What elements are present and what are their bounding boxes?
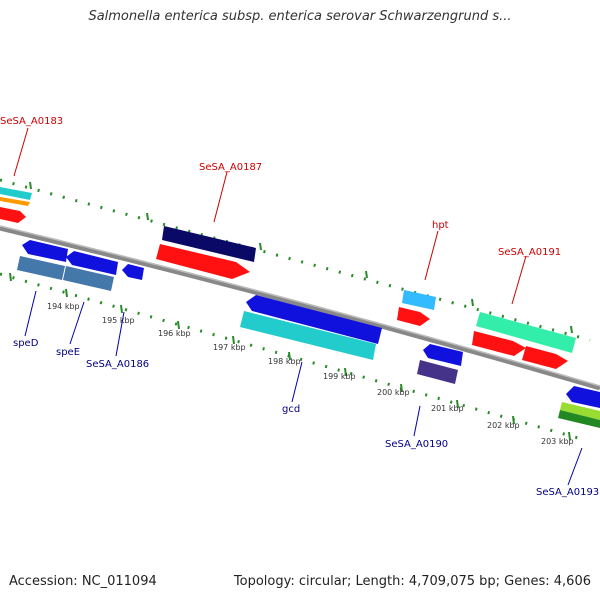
tick-label: 195 kbp bbox=[102, 316, 135, 325]
tick-label: 194 kbp bbox=[47, 302, 80, 311]
gene-cyan-gcd[interactable] bbox=[240, 311, 376, 360]
tick-label: 199 kbp bbox=[323, 372, 356, 381]
gene-label-sesa-a0193: SeSA_A0193 bbox=[536, 487, 599, 498]
label-leaders-bottom bbox=[24, 290, 583, 486]
map-title: Salmonella enterica subsp. enterica sero… bbox=[88, 9, 512, 24]
gene-label-hpt: hpt bbox=[432, 220, 449, 231]
gene-orange[interactable] bbox=[0, 197, 30, 206]
gene-sesa-a0183-cyan[interactable] bbox=[0, 187, 32, 200]
gene-red-b[interactable] bbox=[522, 346, 568, 369]
tick-label: 196 kbp bbox=[158, 329, 191, 338]
gene-label-gcd: gcd bbox=[282, 404, 300, 415]
gene-sesa-a0190-blue[interactable] bbox=[423, 344, 463, 366]
genome-backbone bbox=[0, 225, 600, 391]
gene-steel-a[interactable] bbox=[17, 256, 65, 280]
gene-sesa-a0191[interactable] bbox=[476, 312, 576, 353]
gene-red-mid[interactable] bbox=[156, 244, 250, 279]
tick-label: 203 kbp bbox=[541, 437, 574, 446]
gene-sesa-a0187[interactable] bbox=[162, 226, 256, 262]
gene-label-sesa-a0186: SeSA_A0186 bbox=[86, 359, 149, 370]
lower-major-ticks bbox=[9, 272, 571, 441]
gene-red-left[interactable] bbox=[0, 207, 26, 223]
genome-summary-text: Topology: circular; Length: 4,709,075 bp… bbox=[233, 574, 591, 589]
label-leaders-top bbox=[13, 127, 527, 305]
accession-text: Accession: NC_011094 bbox=[9, 574, 157, 589]
tick-label: 202 kbp bbox=[487, 421, 520, 430]
gene-sesa-a0186[interactable] bbox=[122, 264, 144, 280]
upper-major-ticks bbox=[29, 181, 573, 334]
gene-label-speD: speD bbox=[13, 338, 39, 349]
gene-speE[interactable] bbox=[66, 251, 118, 275]
gene-gcd[interactable] bbox=[246, 295, 382, 344]
gene-speD[interactable] bbox=[22, 240, 68, 262]
gene-label-sesa-a0191: SeSA_A0191 bbox=[498, 247, 561, 258]
gene-label-sesa-a0190: SeSA_A0190 bbox=[385, 439, 448, 450]
gene-red-hpt[interactable] bbox=[397, 307, 430, 326]
gene-label-sesa-a0183: SeSA_A0183 bbox=[0, 116, 63, 127]
gene-darkgreen-right[interactable] bbox=[558, 410, 600, 428]
gene-label-sesa-a0187: SeSA_A0187 bbox=[199, 162, 262, 173]
tick-label: 200 kbp bbox=[377, 388, 410, 397]
gene-hpt[interactable] bbox=[402, 290, 436, 310]
gene-label-speE: speE bbox=[56, 347, 80, 358]
tick-label: 197 kbp bbox=[213, 343, 246, 352]
gene-blue-right[interactable] bbox=[566, 386, 600, 408]
tick-label: 201 kbp bbox=[431, 404, 464, 413]
gene-sesa-a0190[interactable] bbox=[417, 360, 458, 384]
tick-label: 198 kbp bbox=[268, 357, 301, 366]
gene-sesa-a0193[interactable] bbox=[560, 402, 600, 420]
gene-red-a[interactable] bbox=[472, 331, 526, 356]
gene-steel-b[interactable] bbox=[63, 266, 114, 291]
